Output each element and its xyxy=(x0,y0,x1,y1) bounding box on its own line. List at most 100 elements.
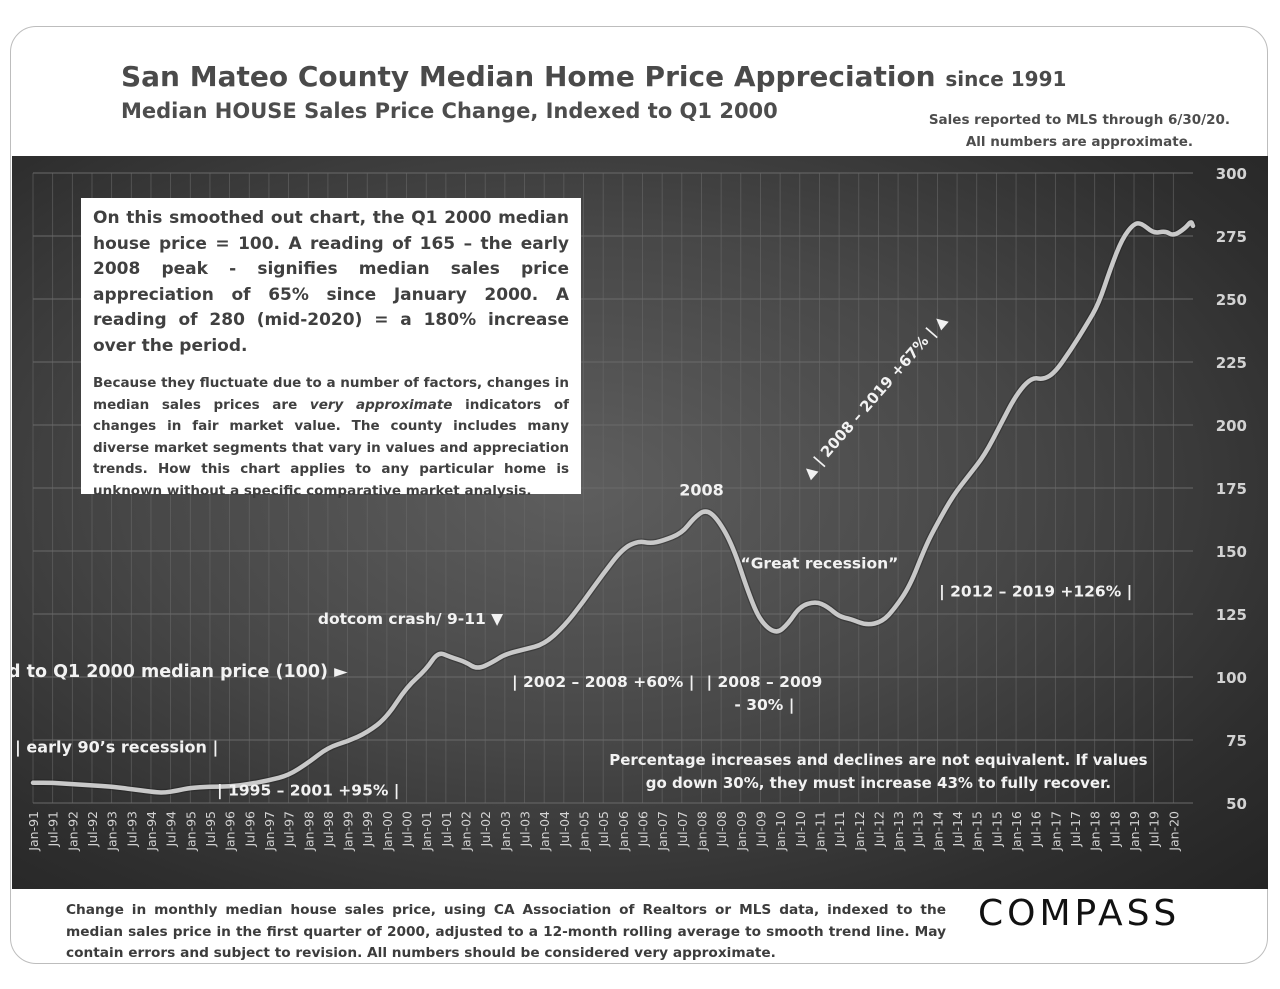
x-tick-label: Jan-95 xyxy=(183,811,198,852)
x-tick-label: Jul-11 xyxy=(832,811,847,848)
compass-logo: COMPASS xyxy=(978,893,1181,934)
x-tick-label: Jan-10 xyxy=(773,811,788,852)
x-tick-label: Jul-94 xyxy=(164,811,179,848)
x-tick-label: Jan-91 xyxy=(26,811,41,852)
x-tick-label: Jul-99 xyxy=(360,811,375,848)
info-paragraph-2: Because they fluctuate due to a number o… xyxy=(93,373,569,502)
x-tick-label: Jul-17 xyxy=(1068,811,1083,848)
annotation-2012-2019: | 2012 – 2019 +126% | xyxy=(939,582,1132,601)
x-tick-label: Jul-01 xyxy=(439,811,454,848)
x-tick-label: Jan-19 xyxy=(1127,811,1142,852)
x-tick-label: Jan-20 xyxy=(1166,811,1181,852)
x-tick-label: Jan-14 xyxy=(930,811,945,852)
y-axis-ticks: 50 75 100 125 150 175 200 225 250 275 300 xyxy=(1216,165,1247,813)
x-tick-label: Jul-05 xyxy=(596,811,611,848)
annotation-1995-2001: | 1995 – 2001 +95% | xyxy=(217,781,399,800)
x-tick-label: Jan-03 xyxy=(498,811,513,852)
x-tick-label: Jan-02 xyxy=(459,811,474,852)
annotation-2008-2009-b: - 30% | xyxy=(734,696,794,715)
source-note-line-1: Sales reported to MLS through 6/30/20. xyxy=(928,112,1230,128)
x-tick-label: Jul-07 xyxy=(675,811,690,848)
chart-title-suffix: since 1991 xyxy=(945,67,1067,91)
x-tick-label: Jan-16 xyxy=(1009,811,1024,852)
x-tick-label: Jul-04 xyxy=(557,811,572,848)
x-tick-label: Jan-98 xyxy=(301,811,316,852)
y-tick-label: 200 xyxy=(1216,417,1247,435)
annotation-note-a: Percentage increases and declines are no… xyxy=(609,751,1147,769)
x-tick-label: Jul-03 xyxy=(518,811,533,848)
annotation-note-b: go down 30%, they must increase 43% to f… xyxy=(646,774,1111,792)
x-tick-label: Jan-13 xyxy=(891,811,906,852)
y-tick-label: 250 xyxy=(1216,291,1247,309)
annotation-early-90s: | early 90’s recession | xyxy=(15,738,218,758)
x-tick-label: Jul-98 xyxy=(321,811,336,848)
x-tick-label: Jul-19 xyxy=(1147,811,1162,848)
x-tick-label: Jan-15 xyxy=(970,811,985,852)
x-tick-label: Jan-08 xyxy=(694,811,709,852)
x-tick-label: Jan-04 xyxy=(537,811,552,852)
x-tick-label: Jan-99 xyxy=(341,811,356,852)
annotation-2008-label: 2008 xyxy=(679,481,724,500)
info-paragraph-2-part-2: indicators of changes in fair market val… xyxy=(93,396,569,499)
footer-note: Change in monthly median house sales pri… xyxy=(66,902,946,961)
x-tick-label: Jan-92 xyxy=(65,811,80,852)
x-tick-label: Jan-94 xyxy=(144,811,159,852)
x-tick-label: Jan-11 xyxy=(812,811,827,852)
x-tick-label: Jul-13 xyxy=(911,811,926,848)
series-layer xyxy=(29,218,1197,796)
x-tick-label: Jan-12 xyxy=(852,811,867,852)
x-tick-label: Jan-00 xyxy=(380,811,395,852)
x-tick-label: Jul-15 xyxy=(989,811,1004,848)
x-tick-label: Jul-92 xyxy=(85,811,100,848)
annotation-2008-2019: ▲ | 2008 – 2019 +67% | ▲ xyxy=(799,311,951,482)
y-tick-label: 125 xyxy=(1216,606,1247,624)
x-tick-label: Jan-93 xyxy=(105,811,120,852)
x-tick-label: Jan-06 xyxy=(616,811,631,852)
x-tick-label: Jan-01 xyxy=(419,811,434,852)
x-tick-label: Jul-09 xyxy=(753,811,768,848)
x-tick-label: Jul-08 xyxy=(714,811,729,848)
x-tick-label: Jan-09 xyxy=(734,811,749,852)
source-note-line-2: All numbers are approximate. xyxy=(965,134,1193,150)
chart-title: San Mateo County Median Home Price Appre… xyxy=(121,60,1066,93)
x-tick-label: Jul-06 xyxy=(635,811,650,848)
x-tick-label: Jan-07 xyxy=(655,811,670,852)
annotation-2008-2009-a: | 2008 – 2009 xyxy=(706,673,822,692)
y-tick-label: 300 xyxy=(1216,165,1247,183)
annotation-great-recession: “Great recession” xyxy=(741,555,899,573)
x-tick-label: Jul-96 xyxy=(242,811,257,848)
x-tick-label: Jan-97 xyxy=(262,811,277,852)
x-tick-label: Jul-18 xyxy=(1107,811,1122,848)
annotation-2002-2008: | 2002 – 2008 +60% | xyxy=(512,673,694,692)
x-tick-label: Jul-12 xyxy=(871,811,886,848)
x-tick-label: Jul-95 xyxy=(203,811,218,848)
info-box: On this smoothed out chart, the Q1 2000 … xyxy=(81,198,581,499)
chart-subtitle: Median HOUSE Sales Price Change, Indexed… xyxy=(121,99,778,123)
x-tick-label: Jul-93 xyxy=(124,811,139,848)
annotation-indexed: Indexed to Q1 2000 median price (100) ► xyxy=(12,662,348,682)
x-tick-label: Jul-97 xyxy=(282,811,297,848)
info-paragraph-2-emphasis: very approximate xyxy=(309,396,453,413)
y-tick-label: 225 xyxy=(1216,354,1247,372)
annotation-dotcom: dotcom crash/ 9-11 ▼ xyxy=(318,610,503,628)
x-tick-label: Jan-17 xyxy=(1048,811,1063,852)
x-axis-ticks: Jan-91 Jul-91 Jan-92 Jul-92 Jan-93 Jul-93 Jan-… xyxy=(26,811,1181,852)
x-tick-label: Jul-91 xyxy=(46,811,61,848)
info-paragraph-2-part-1: Because they fluctuate due to a number o… xyxy=(93,375,569,413)
x-tick-label: Jan-05 xyxy=(577,811,592,852)
x-tick-label: Jul-00 xyxy=(400,811,415,848)
x-tick-label: Jul-16 xyxy=(1029,811,1044,848)
y-tick-label: 150 xyxy=(1216,543,1247,561)
y-tick-label: 100 xyxy=(1216,669,1247,687)
x-tick-label: Jul-14 xyxy=(950,811,965,848)
series-line xyxy=(30,220,1196,795)
y-tick-label: 50 xyxy=(1226,795,1247,813)
x-tick-label: Jul-10 xyxy=(793,811,808,848)
y-tick-label: 75 xyxy=(1226,732,1247,750)
x-tick-label: Jul-02 xyxy=(478,811,493,848)
info-paragraph-1: On this smoothed out chart, the Q1 2000 … xyxy=(93,208,569,356)
source-note: Sales reported to MLS through 6/30/20. A… xyxy=(929,109,1230,153)
y-tick-label: 275 xyxy=(1216,228,1247,246)
chart-title-main: San Mateo County Median Home Price Appre… xyxy=(121,60,936,93)
x-tick-label: Jan-96 xyxy=(223,811,238,852)
